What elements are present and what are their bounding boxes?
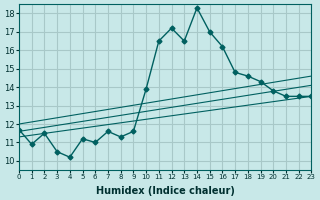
X-axis label: Humidex (Indice chaleur): Humidex (Indice chaleur) bbox=[96, 186, 235, 196]
